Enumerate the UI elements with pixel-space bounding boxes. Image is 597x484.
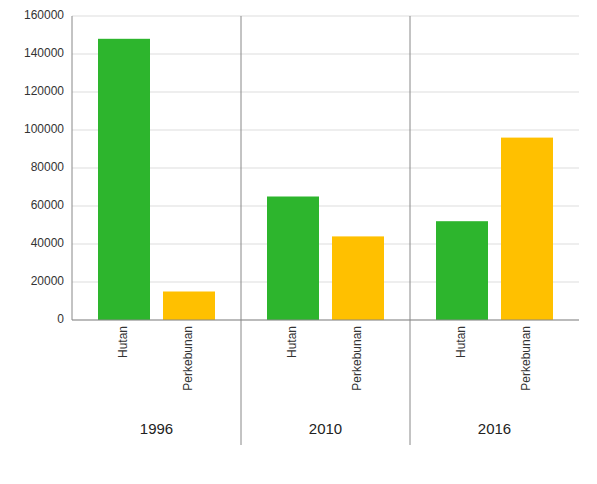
y-axis-line <box>72 16 73 320</box>
bar <box>436 221 488 320</box>
chart-container: 0 20000 40000 60000 80000 100000 120000 140000 1… <box>0 0 597 484</box>
x-tick-labels: Hutan Perkebunan 1996 Hutan Perkebunan 2010 Hu… <box>116 326 533 437</box>
category-label: 2016 <box>478 420 511 437</box>
series-tick-label: Hutan <box>116 326 130 358</box>
bar <box>501 138 553 320</box>
group-divider <box>410 16 411 445</box>
category-label: 1996 <box>140 420 173 437</box>
y-tick-label: 40000 <box>31 236 65 250</box>
y-tick-label: 160000 <box>24 8 64 22</box>
y-tick-label: 120000 <box>24 84 64 98</box>
y-tick-label: 100000 <box>24 122 64 136</box>
series-tick-label: Hutan <box>454 326 468 358</box>
y-tick-label: 80000 <box>31 160 65 174</box>
grid-line <box>72 320 579 321</box>
y-tick-label: 60000 <box>31 198 65 212</box>
bar <box>163 292 215 321</box>
bars <box>98 39 553 320</box>
series-tick-label: Perkebunan <box>181 326 195 391</box>
bar <box>267 197 319 321</box>
chart-svg: 0 20000 40000 60000 80000 100000 120000 140000 1… <box>0 0 597 484</box>
y-tick-label: 0 <box>57 312 64 326</box>
y-tick-label: 140000 <box>24 46 64 60</box>
y-grid <box>72 16 579 320</box>
category-label: 2010 <box>309 420 342 437</box>
y-tick-label: 20000 <box>31 274 65 288</box>
grid-line <box>72 16 579 17</box>
bar <box>332 236 384 320</box>
series-tick-label: Hutan <box>285 326 299 358</box>
y-tick-labels: 0 20000 40000 60000 80000 100000 120000 140000 1… <box>24 8 64 326</box>
x-axis-line <box>72 320 579 321</box>
series-tick-label: Perkebunan <box>519 326 533 391</box>
bar <box>98 39 150 320</box>
group-divider <box>241 16 242 445</box>
series-tick-label: Perkebunan <box>350 326 364 391</box>
